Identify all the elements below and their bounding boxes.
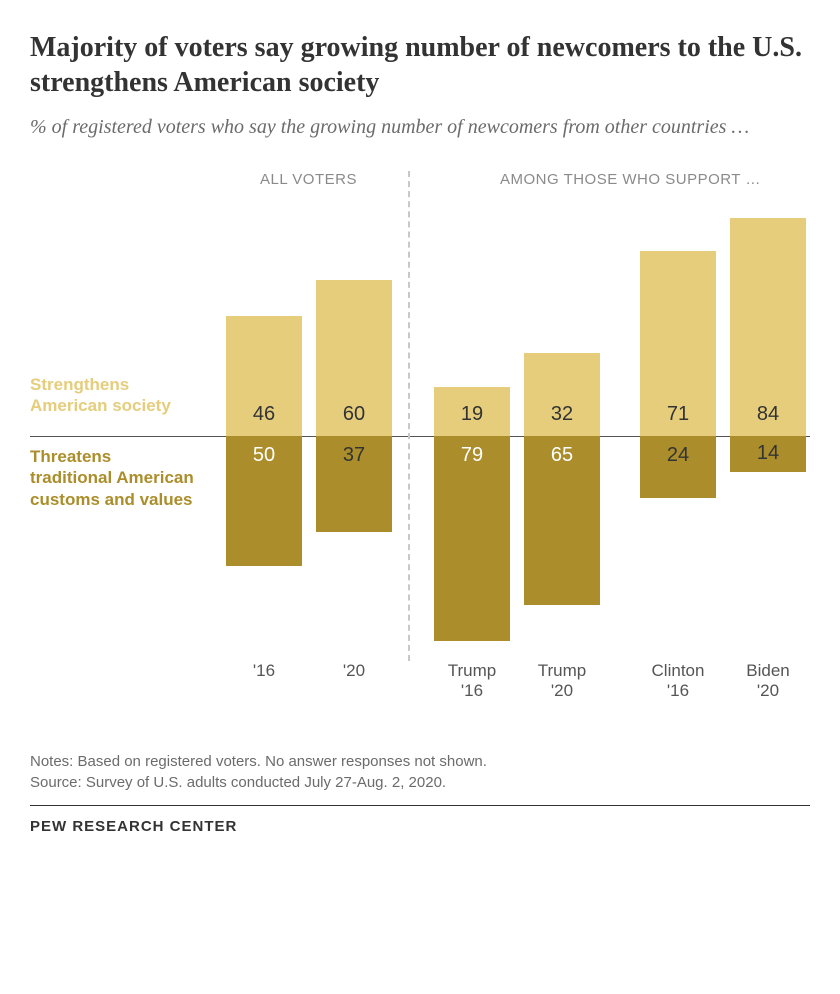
bar-pair: 46 50 (226, 171, 302, 731)
value-threatens: 14 (730, 442, 806, 465)
x-axis-label: '16 (214, 661, 314, 681)
bar-pair: 1979 (434, 171, 510, 731)
bar-strengthens: 60 (316, 280, 392, 436)
notes-line-2: Source: Survey of U.S. adults conducted … (30, 772, 810, 793)
value-threatens: 79 (434, 444, 510, 467)
value-threatens: 65 (524, 444, 600, 467)
bar-strengthens: 71 (640, 251, 716, 436)
value-threatens: 50 (226, 444, 302, 467)
bar-threatens: 37 (316, 436, 392, 532)
legend-strengthens: Strengthens American society (30, 374, 200, 417)
x-axis-label: '20 (304, 661, 404, 681)
footer-rule (30, 805, 810, 806)
value-strengthens: 60 (316, 403, 392, 426)
bar-threatens: 65 (524, 436, 600, 605)
bar-threatens: 24 (640, 436, 716, 498)
bar-strengthens: 32 (524, 353, 600, 436)
footer-attribution: PEW RESEARCH CENTER (30, 818, 810, 835)
value-threatens: 37 (316, 444, 392, 467)
legend-threatens: Threatens traditional American customs a… (30, 446, 195, 510)
bar-pair: 32 65 (524, 171, 600, 731)
value-threatens: 24 (640, 444, 716, 467)
x-axis-label: Biden'20 (718, 661, 818, 702)
chart-title: Majority of voters say growing number of… (30, 30, 810, 100)
bar-pair: 71 24 (640, 171, 716, 731)
bar-pair: 60 37 (316, 171, 392, 731)
value-strengthens: 71 (640, 403, 716, 426)
x-axis-label: Trump'16 (422, 661, 522, 702)
value-strengthens: 32 (524, 403, 600, 426)
chart-area: ALL VOTERS AMONG THOSE WHO SUPPORT … Str… (30, 171, 810, 731)
bar-pair: 84 14 (730, 171, 806, 731)
bar-threatens: 14 (730, 436, 806, 472)
bar-strengthens: 46 (226, 316, 302, 436)
bar-threatens: 50 (226, 436, 302, 566)
bar-strengthens: 19 (434, 387, 510, 436)
x-axis-label: Clinton'16 (628, 661, 728, 702)
x-axis-label: Trump'20 (512, 661, 612, 702)
value-strengthens: 84 (730, 403, 806, 426)
bar-strengthens: 84 (730, 218, 806, 436)
chart-subtitle: % of registered voters who say the growi… (30, 114, 810, 141)
bar-threatens: 79 (434, 436, 510, 641)
value-strengthens: 46 (226, 403, 302, 426)
group-divider (408, 171, 410, 661)
value-strengthens: 19 (434, 403, 510, 426)
notes-line-1: Notes: Based on registered voters. No an… (30, 751, 810, 772)
chart-notes: Notes: Based on registered voters. No an… (30, 751, 810, 793)
